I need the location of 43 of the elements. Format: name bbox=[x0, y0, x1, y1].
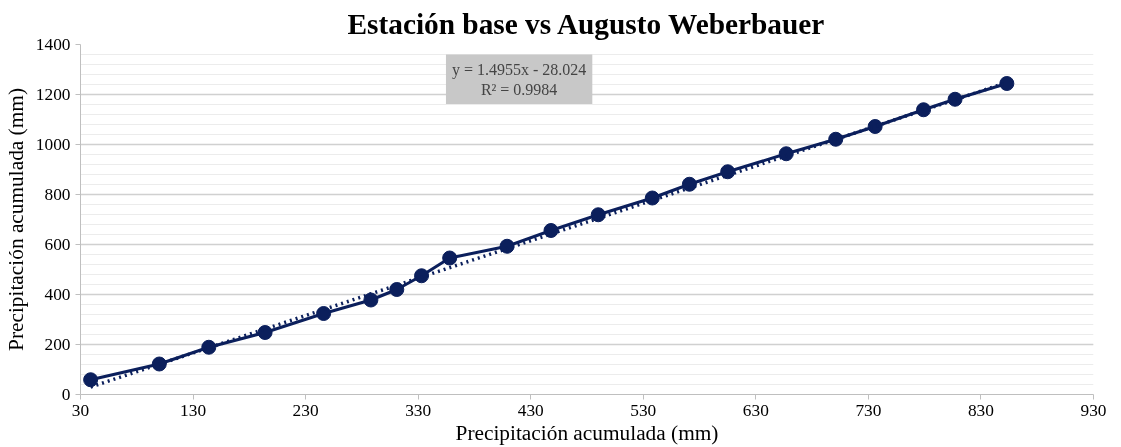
point bbox=[414, 268, 430, 284]
y-tick-label: 0 bbox=[61, 385, 71, 404]
y-tick-label: 800 bbox=[44, 185, 71, 204]
y-tick-label: 1200 bbox=[35, 85, 71, 104]
point bbox=[999, 76, 1015, 91]
point bbox=[828, 131, 844, 147]
x-tick-label: 30 bbox=[71, 400, 90, 420]
x-tick-label: 230 bbox=[292, 400, 319, 420]
x-tick-label: 130 bbox=[180, 400, 207, 420]
x-tick-label: 830 bbox=[967, 400, 994, 420]
point bbox=[720, 164, 736, 180]
x-tick-label: 430 bbox=[517, 400, 544, 420]
y-tick-label: 600 bbox=[44, 235, 71, 254]
point bbox=[947, 91, 963, 107]
x-tick-label: 630 bbox=[742, 400, 769, 420]
x-tick-label: 530 bbox=[630, 400, 657, 420]
point bbox=[257, 325, 273, 340]
point bbox=[363, 292, 379, 308]
point bbox=[644, 190, 660, 206]
y-tick-label: 400 bbox=[44, 285, 71, 304]
y-axis-title: Precipitación acumulada (mm) bbox=[3, 88, 28, 351]
point bbox=[442, 250, 458, 266]
point bbox=[389, 282, 405, 297]
chart-title: Estación base vs Augusto Weberbauer bbox=[347, 7, 825, 40]
x-tick-label: 730 bbox=[855, 400, 882, 420]
point bbox=[867, 119, 883, 134]
point bbox=[151, 356, 167, 372]
x-tick-label: 930 bbox=[1080, 400, 1107, 420]
y-tick-label: 200 bbox=[44, 335, 71, 354]
point bbox=[681, 176, 697, 192]
point bbox=[916, 102, 932, 118]
point bbox=[316, 306, 332, 321]
point bbox=[201, 339, 217, 355]
point bbox=[83, 372, 99, 388]
y-tick-label: 1400 bbox=[35, 35, 71, 54]
point bbox=[499, 238, 515, 254]
annotation: y = 1.4955x - 28.024 R² = 0.9984 bbox=[451, 60, 587, 98]
point bbox=[590, 207, 606, 223]
x-axis-title: Precipitación acumulada (mm) bbox=[455, 420, 719, 445]
point bbox=[778, 146, 794, 162]
point bbox=[543, 223, 559, 238]
y-tick-label: 1000 bbox=[35, 135, 71, 154]
x-tick-label: 330 bbox=[405, 400, 432, 420]
